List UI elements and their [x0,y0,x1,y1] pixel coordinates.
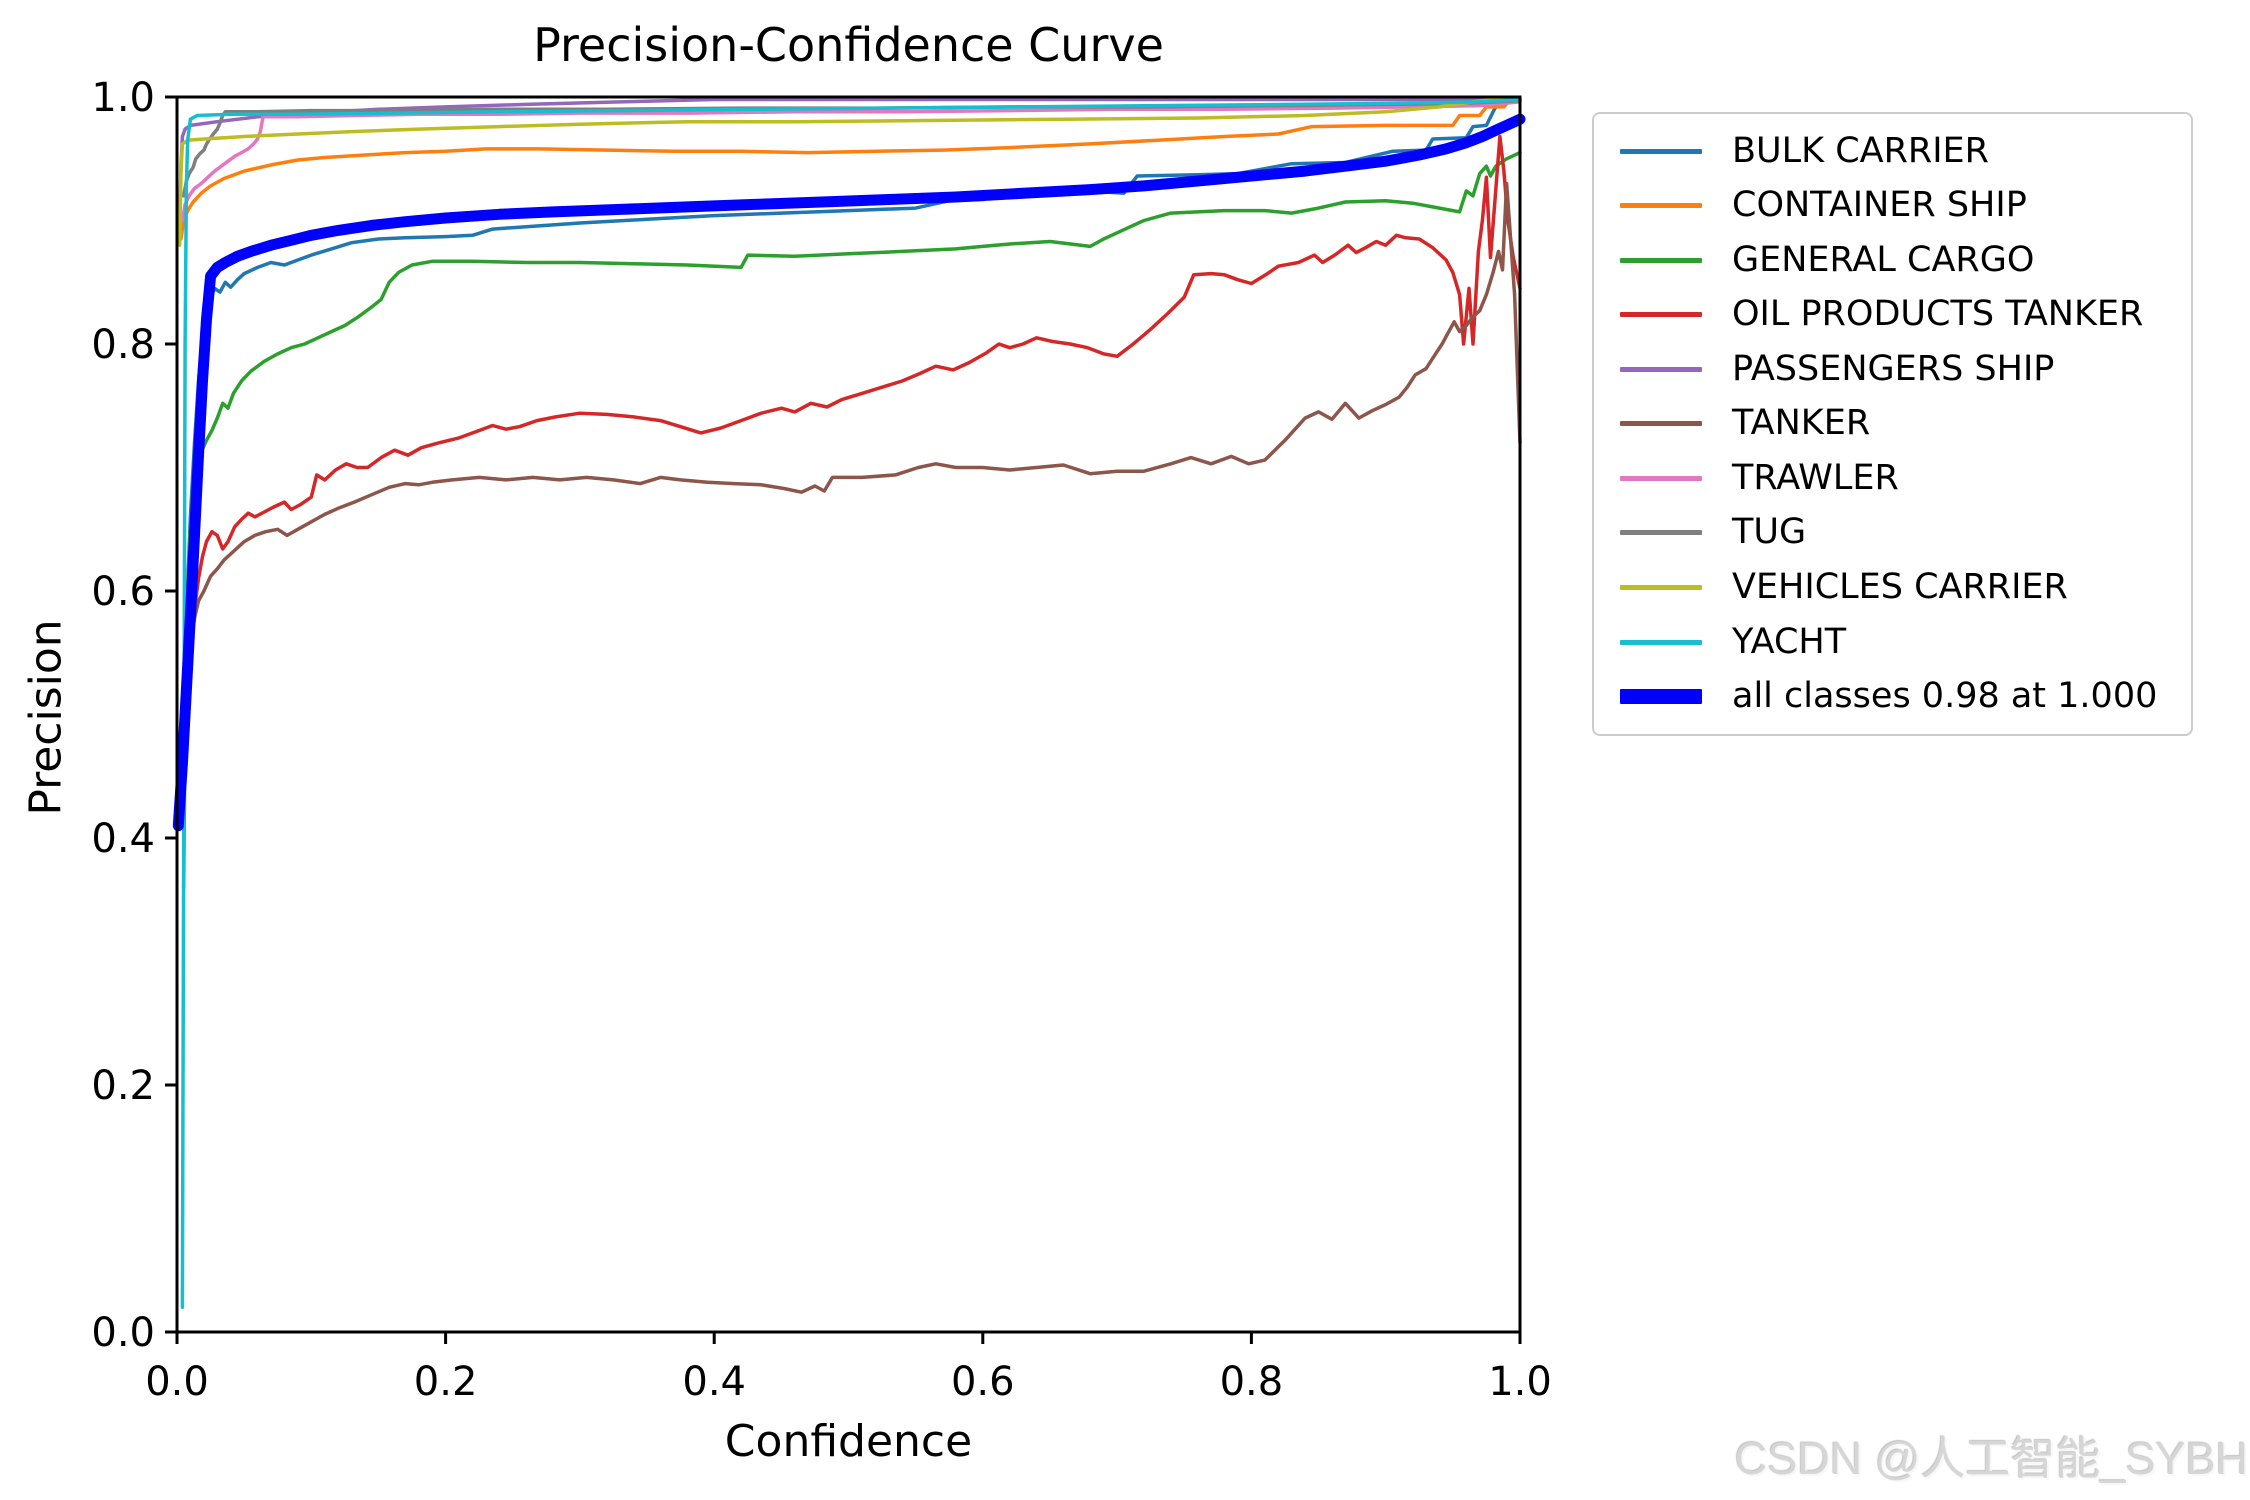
legend-line-sample [1620,366,1702,372]
legend-item: GENERAL CARGO [1620,239,2181,280]
y-tick-label: 0.0 [91,1310,155,1356]
legend-line-sample [1620,421,1702,427]
legend-label: GENERAL CARGO [1732,239,2035,280]
legend-label: BULK CARRIER [1732,130,1989,171]
series-line-yacht [180,97,1522,1310]
legend-line-sample [1620,689,1702,705]
series-line-container-ship [179,98,1522,241]
legend-label: OIL PRODUCTS TANKER [1732,294,2144,335]
y-tick-label: 0.6 [91,569,155,615]
legend-line-sample [1620,203,1702,209]
y-tick-label: 1.0 [91,75,155,121]
legend-label: TRAWLER [1732,457,1899,498]
legend-line-sample [1620,257,1702,263]
chart-title: Precision-Confidence Curve [533,18,1164,72]
legend-label: CONTAINER SHIP [1732,185,2027,226]
axes-spines [175,95,1522,1334]
x-tick-label: 0.8 [1220,1359,1284,1405]
legend-item: TANKER [1620,406,2181,441]
legend-item: CONTAINER SHIP [1620,188,2181,223]
legend-item: TRAWLER [1620,457,2181,498]
legend-box: BULK CARRIER CONTAINER SHIP GENERAL CARGO O… [1592,112,2193,736]
legend-line-sample [1620,530,1702,536]
legend-line-sample [1620,639,1702,645]
series-line-vehicles-carrier [177,97,1509,247]
legend-item: BULK CARRIER [1620,130,2181,171]
legend-item: all classes 0.98 at 1.000 [1620,679,2181,714]
legend-item: PASSENGERS SHIP [1620,348,2181,389]
legend-label: YACHT [1732,621,1847,662]
y-axis-label: Precision [20,619,72,816]
y-tick-label: 0.4 [91,816,155,862]
legend-item: TUG [1620,515,2181,550]
watermark-text: CSDN @人工智能_SYBH [1734,1433,2248,1484]
legend-label: all classes 0.98 at 1.000 [1732,676,2158,717]
series-line-all-classes-0-98-at-1-000 [172,113,1526,832]
legend-label: VEHICLES CARRIER [1732,567,2068,608]
legend-item: YACHT [1620,621,2181,662]
series-line-oil-products-tanker [185,134,1522,717]
x-tick-label: 0.2 [414,1359,478,1405]
legend-line-sample [1620,585,1702,591]
series-line-general-cargo [181,150,1522,890]
legend-item: VEHICLES CARRIER [1620,570,2181,605]
legend-label: PASSENGERS SHIP [1732,348,2055,389]
y-tick-label: 0.8 [91,322,155,368]
x-axis-label: Confidence [724,1416,973,1467]
legend-line-sample [1620,312,1702,318]
legend-item: OIL PRODUCTS TANKER [1620,297,2181,332]
x-tick-label: 0.4 [682,1359,746,1405]
y-tick-label: 0.2 [91,1063,155,1109]
x-tick-label: 0.0 [145,1359,209,1405]
series-line-tanker [185,181,1522,692]
series-line-bulk-carrier [181,97,1516,717]
legend-line-sample [1620,475,1702,481]
legend-line-sample [1620,148,1702,154]
series-line-trawler [180,100,1522,223]
legend-label: TUG [1732,512,1807,553]
x-tick-label: 1.0 [1488,1359,1552,1405]
legend-label: TANKER [1732,403,1871,444]
x-tick-label: 0.6 [951,1359,1015,1405]
